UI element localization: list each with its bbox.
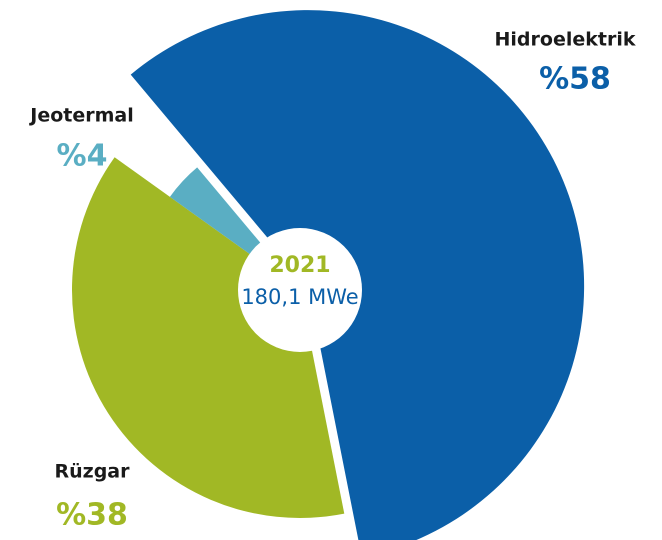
pie-slice	[71, 157, 345, 519]
slice-value: %58	[539, 62, 611, 97]
center-subtitle: 180,1 MWe	[241, 285, 358, 309]
slice-label: Rüzgar	[54, 461, 130, 483]
slice-value: %4	[57, 139, 108, 174]
center-hole	[238, 228, 362, 352]
slice-value: %38	[56, 498, 128, 533]
center-title: 2021	[269, 253, 330, 278]
slice-label: Hidroelektrik	[495, 29, 636, 51]
slice-label: Jeotermal	[28, 105, 133, 127]
